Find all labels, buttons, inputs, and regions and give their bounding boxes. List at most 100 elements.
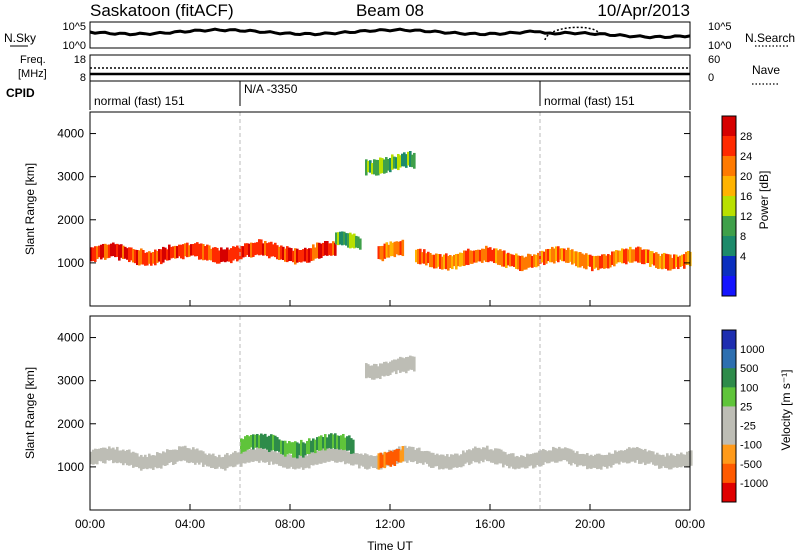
- scatter-cell: [593, 256, 596, 269]
- scatter-cell: [278, 451, 281, 466]
- power-ylabel: Slant Range [km]: [23, 163, 37, 255]
- scatter-cell: [379, 363, 382, 380]
- scatter-cell: [202, 244, 205, 261]
- scatter-cell: [174, 245, 177, 259]
- scatter-cell: [666, 453, 669, 469]
- scatter-cell: [674, 456, 677, 468]
- noise-sky-line: [89, 27, 691, 40]
- scatter-cell: [643, 249, 646, 265]
- scatter-cell: [369, 365, 372, 379]
- scatter-cell: [497, 250, 500, 265]
- scatter-cell: [470, 450, 473, 464]
- scatter-cell: [310, 452, 313, 466]
- scatter-cell: [450, 454, 453, 470]
- scatter-cell: [505, 253, 508, 269]
- scatter-cell: [633, 249, 636, 262]
- scatter-cell: [406, 447, 409, 463]
- scatter-cell: [536, 452, 539, 466]
- scatter-cell: [383, 451, 387, 469]
- scatter-cell: [244, 436, 247, 452]
- scatter-cell: [385, 242, 389, 258]
- scatter-cell: [370, 455, 373, 467]
- scatter-cell: [186, 242, 189, 258]
- scatter-cell: [264, 433, 267, 449]
- scatter-cell: [218, 250, 221, 264]
- scatter-cell: [366, 454, 369, 470]
- scatter-cell: [112, 447, 115, 464]
- scatter-cell: [347, 233, 350, 248]
- scatter-cell: [664, 456, 667, 468]
- scatter-cell: [671, 257, 674, 270]
- scatter-cell: [312, 451, 315, 466]
- scatter-cell: [460, 454, 463, 468]
- scatter-cell: [612, 453, 615, 466]
- scatter-cell: [351, 234, 354, 248]
- scatter-cell: [240, 245, 243, 260]
- scatter-cell: [381, 454, 385, 468]
- scatter-cell: [200, 243, 203, 260]
- colorbar-swatch: [722, 463, 736, 484]
- cpid-panel: CPID normal (fast) 151 N/A -3350 normal …: [6, 81, 691, 110]
- scatter-cell: [492, 450, 495, 463]
- scatter-cell: [401, 357, 404, 372]
- scatter-cell: [602, 455, 605, 467]
- scatter-cell: [525, 256, 528, 270]
- power-yticks: 4000 3000 2000 1000: [57, 127, 690, 270]
- scatter-cell: [622, 450, 625, 463]
- scatter-cell: [530, 454, 533, 466]
- x-tick-label: 12:00: [375, 517, 405, 531]
- velocity-colorbar: 1000 500 100 25 -25 -100 -500 -1000: [721, 329, 768, 503]
- scatter-cell: [393, 156, 396, 169]
- x-tick-label: 00:00: [75, 517, 105, 531]
- scatter-cell: [481, 248, 484, 263]
- noise-panel: N.Sky 10^5 10^0 10^5 10^0 N.Search: [4, 21, 795, 52]
- scatter-cell: [538, 450, 541, 467]
- scatter-cell: [272, 451, 275, 465]
- scatter-cell: [468, 449, 471, 466]
- scatter-cell: [258, 239, 261, 256]
- scatter-cell: [348, 451, 351, 464]
- colorbar-swatch: [722, 349, 736, 369]
- scatter-cell: [264, 449, 267, 463]
- scatter-cell: [172, 449, 175, 465]
- scatter-cell: [560, 448, 563, 462]
- scatter-cell: [467, 248, 470, 266]
- scatter-cell: [262, 448, 265, 463]
- scatter-cell: [566, 448, 569, 462]
- scatter-cell: [126, 248, 129, 260]
- scatter-cell: [122, 449, 125, 466]
- colorbar-tick-label: 24: [740, 151, 752, 163]
- scatter-cell: [549, 248, 552, 263]
- scatter-cell: [190, 244, 193, 256]
- scatter-cell: [352, 453, 355, 466]
- scatter-cell: [90, 451, 93, 465]
- scatter-cell: [555, 246, 558, 261]
- scatter-cell: [98, 245, 101, 258]
- scatter-cell: [284, 248, 287, 262]
- scatter-cell: [430, 452, 433, 468]
- scatter-cell: [533, 254, 536, 267]
- velocity-yticks: 4000 3000 2000 1000: [57, 331, 690, 474]
- y-tick-label: 3000: [57, 374, 84, 388]
- scatter-cell: [524, 456, 527, 469]
- scatter-cell: [250, 434, 253, 448]
- scatter-cell: [557, 246, 560, 263]
- scatter-cell: [296, 456, 299, 469]
- scatter-cell: [284, 440, 287, 457]
- scatter-cell: [411, 356, 414, 370]
- scatter-cell: [340, 449, 343, 463]
- scatter-cell: [483, 248, 486, 261]
- scatter-cell: [371, 365, 374, 380]
- scatter-cell: [214, 456, 217, 470]
- scatter-cell: [188, 448, 191, 464]
- scatter-cell: [488, 449, 491, 462]
- scatter-cell: [198, 243, 201, 260]
- scatter-cell: [276, 452, 279, 465]
- scatter-cell: [397, 358, 400, 371]
- scatter-cell: [379, 157, 382, 174]
- scatter-cell: [150, 252, 153, 266]
- scatter-cell: [377, 246, 381, 260]
- scatter-cell: [636, 446, 639, 461]
- beam-title: Beam 08: [356, 1, 424, 20]
- scatter-cell: [254, 434, 257, 448]
